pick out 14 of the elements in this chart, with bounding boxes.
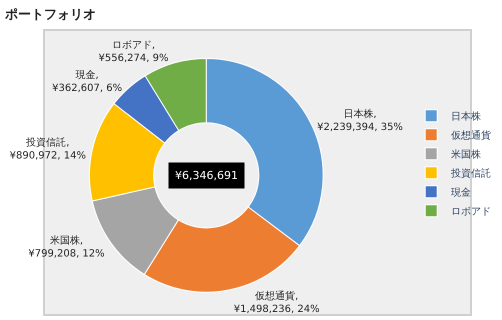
- legend-label: 日本株: [451, 110, 482, 123]
- data-label: 現金, ¥362,607, 6%: [52, 68, 122, 94]
- data-label: 仮想通貨, ¥1,498,236, 24%: [234, 290, 320, 315]
- legend-label: 現金: [451, 186, 472, 199]
- data-label: 投資信託, ¥890,972, 14%: [10, 136, 86, 162]
- data-label: ロボアド, ¥556,274, 9%: [98, 40, 168, 64]
- legend-label: 投資信託: [450, 168, 492, 180]
- data-label: 日本株, ¥2,239,394, 35%: [317, 108, 403, 134]
- legend-label: 米国株: [451, 148, 482, 161]
- legend-label: 仮想通貨: [451, 130, 492, 142]
- legend-label: ロボアド: [451, 206, 492, 218]
- chart-title: ポートフォリオ: [4, 8, 96, 23]
- text: ¥6,346,691: [175, 169, 238, 182]
- data-label: 米国株, ¥799,208, 12%: [28, 234, 105, 260]
